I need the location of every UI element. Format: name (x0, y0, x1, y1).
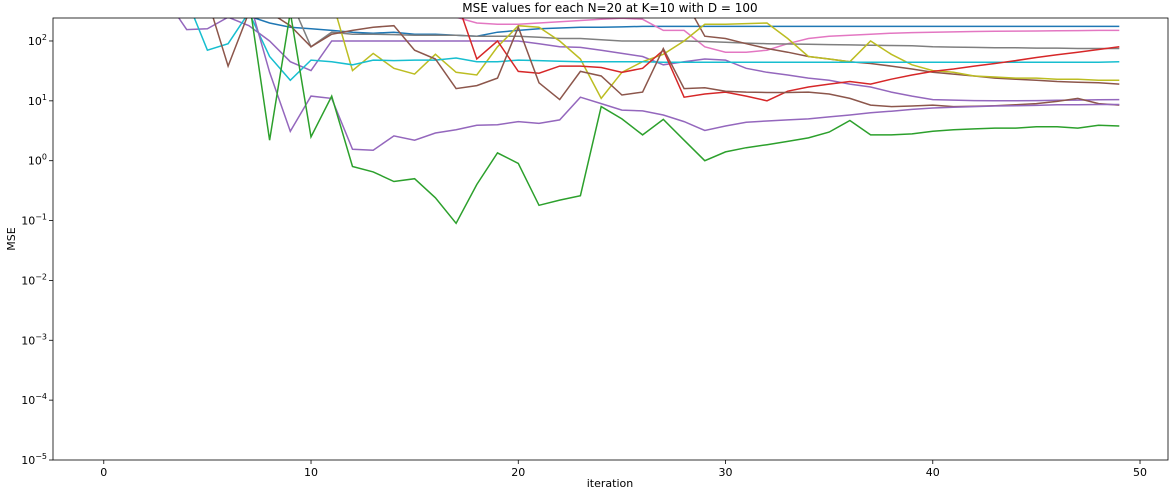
series-line (297, 18, 1120, 50)
series-line (461, 18, 1120, 102)
x-tick-label: 10 (304, 466, 318, 479)
y-tick-exponent: −3 (35, 332, 47, 341)
series-line (250, 18, 1120, 225)
series-line (253, 18, 1120, 151)
x-tick-label: 20 (511, 466, 525, 479)
y-tick-label: 10−4 (21, 392, 47, 407)
y-tick-label: 10−3 (21, 332, 47, 347)
x-tick-label: 0 (100, 466, 107, 479)
x-axis-label: iteration (587, 477, 633, 490)
x-tick-label: 50 (1133, 466, 1147, 479)
y-tick-exponent: −1 (35, 213, 47, 222)
series-line (693, 18, 1120, 85)
series-line (252, 18, 1120, 37)
y-tick-label: 10−5 (21, 452, 47, 467)
series-line (193, 18, 1120, 82)
y-tick-base: 10 (28, 155, 42, 168)
y-tick-exponent: −5 (35, 452, 47, 461)
plot-frame (52, 17, 1169, 461)
x-tick-label: 30 (719, 466, 733, 479)
y-tick-base: 10 (21, 215, 35, 228)
y-tick-base: 10 (21, 274, 35, 287)
y-tick-exponent: 2 (42, 33, 47, 42)
plot-lines (177, 18, 1120, 225)
y-tick-label: 10−2 (21, 272, 47, 287)
y-tick-exponent: 0 (42, 153, 47, 162)
series-line (456, 18, 1120, 53)
y-tick-base: 10 (28, 35, 42, 48)
y-tick-exponent: 1 (42, 93, 47, 102)
y-tick-label: 10−1 (21, 213, 47, 228)
y-tick-base: 10 (21, 394, 35, 407)
y-tick-base: 10 (28, 95, 42, 108)
y-tick-label: 102 (28, 33, 47, 48)
y-axis-label: MSE (5, 227, 18, 250)
y-tick-exponent: −4 (35, 392, 47, 401)
y-tick-base: 10 (21, 454, 35, 467)
x-tick-label: 40 (926, 466, 940, 479)
y-tick-base: 10 (21, 334, 35, 347)
y-tick-label: 100 (28, 153, 47, 168)
chart-title: MSE values for each N=20 at K=10 with D … (462, 1, 757, 15)
y-tick-exponent: −2 (35, 272, 47, 281)
y-tick-label: 101 (28, 93, 47, 108)
series-line (212, 18, 1120, 108)
series-line (177, 18, 1120, 102)
